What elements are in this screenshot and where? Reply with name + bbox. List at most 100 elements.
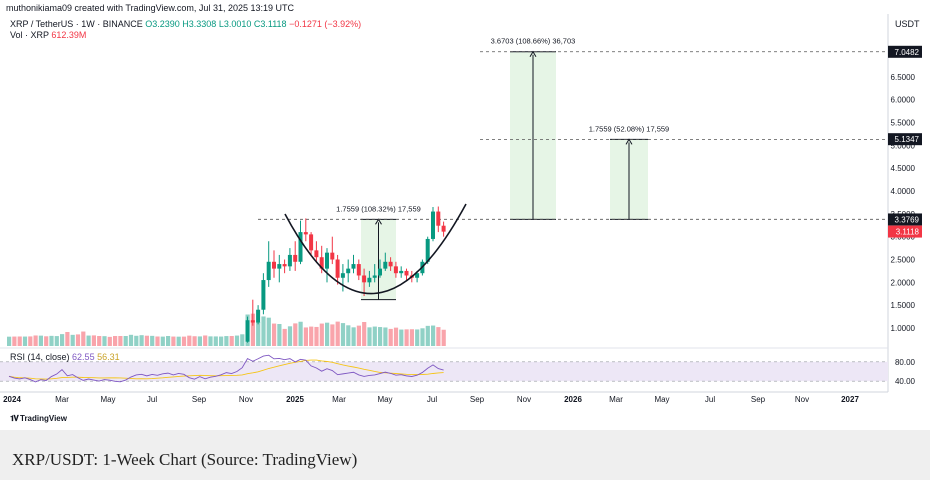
candle-body bbox=[314, 250, 319, 258]
close-value: C3.1118 bbox=[253, 19, 287, 29]
volume-bar bbox=[388, 328, 393, 346]
x-tick-label: Sep bbox=[192, 395, 207, 404]
candle-body bbox=[266, 261, 271, 281]
volume-bar bbox=[219, 336, 224, 346]
candle-body bbox=[293, 254, 298, 262]
volume-bar bbox=[160, 336, 165, 346]
volume-bar bbox=[166, 336, 171, 346]
candle-body bbox=[250, 320, 255, 323]
volume-bar bbox=[49, 335, 54, 346]
volume-bar bbox=[314, 326, 319, 346]
volume-bar bbox=[12, 336, 17, 346]
volume-bar bbox=[436, 327, 441, 346]
volume-bar bbox=[330, 324, 335, 346]
x-tick-label: Mar bbox=[332, 395, 346, 404]
cup-pattern-curve bbox=[284, 203, 467, 295]
volume-bar bbox=[256, 322, 261, 346]
volume-bar bbox=[60, 334, 65, 346]
symbol-text[interactable]: XRP / TetherUS · 1W · BINANCE bbox=[10, 19, 143, 29]
measurement-label: 1.7559 (52.08%) 17,559 bbox=[589, 124, 669, 133]
author-line: muthonikiama09 created with TradingView.… bbox=[6, 3, 294, 13]
volume-bar bbox=[203, 335, 208, 346]
candle-body bbox=[261, 280, 266, 310]
x-tick-label: May bbox=[100, 395, 115, 404]
volume-bar bbox=[118, 336, 123, 346]
volume-bar bbox=[102, 336, 107, 346]
price-chart[interactable]: 1.00001.50002.00002.50003.00003.50004.00… bbox=[0, 0, 930, 430]
y-tick-label: 6.5000 bbox=[891, 73, 916, 82]
volume-bar bbox=[303, 327, 308, 346]
x-tick-label: Sep bbox=[470, 395, 485, 404]
rsi-line bbox=[8, 354, 444, 383]
volume-bar bbox=[208, 336, 213, 346]
volume-bar bbox=[144, 335, 149, 346]
volume-bar bbox=[7, 336, 12, 346]
x-tick-label: 2025 bbox=[286, 395, 304, 404]
volume-bar bbox=[319, 323, 324, 346]
change-value: −0.1271 (−3.92%) bbox=[289, 19, 362, 29]
x-tick-label: May bbox=[377, 395, 392, 404]
tradingview-logo[interactable]: 𝟏𝐕 TradingView bbox=[10, 414, 67, 424]
volume-bar bbox=[234, 335, 240, 346]
x-tick-label: 2027 bbox=[841, 395, 859, 404]
volume-line: Vol · XRP 612.39M bbox=[10, 30, 86, 40]
volume-bar bbox=[17, 336, 22, 346]
candle-body bbox=[298, 232, 303, 262]
x-tick-label: Jul bbox=[427, 395, 437, 404]
volume-bar bbox=[38, 335, 43, 346]
volume-bar bbox=[309, 326, 314, 346]
volume-bar bbox=[250, 313, 255, 346]
volume-bar bbox=[425, 325, 430, 346]
y-tick-label: 6.0000 bbox=[891, 96, 916, 105]
volume-bar bbox=[86, 335, 91, 346]
price-badge bbox=[888, 133, 922, 146]
volume-bar bbox=[81, 331, 86, 346]
x-tick-label: Nov bbox=[795, 395, 809, 404]
volume-bar bbox=[415, 329, 420, 346]
price-badge-label: 7.0482 bbox=[895, 48, 920, 57]
x-tick-label: 2026 bbox=[564, 395, 582, 404]
volume-bar bbox=[113, 336, 118, 346]
caption-bar: XRP/USDT: 1-Week Chart (Source: TradingV… bbox=[0, 430, 930, 480]
volume-bar bbox=[372, 326, 377, 346]
price-badge-label: 3.1118 bbox=[896, 228, 920, 237]
volume-bar bbox=[197, 336, 202, 346]
volume-bar bbox=[240, 334, 245, 346]
x-tick-label: Mar bbox=[609, 395, 623, 404]
volume-bar bbox=[65, 332, 70, 346]
currency-label[interactable]: USDT bbox=[895, 19, 920, 29]
volume-bar bbox=[91, 335, 96, 346]
candle-body bbox=[383, 261, 388, 269]
candle-body bbox=[388, 261, 393, 267]
volume-bar bbox=[22, 336, 28, 346]
candle-body bbox=[415, 273, 420, 278]
chart-area[interactable]: 1.00001.50002.00002.50003.00003.50004.00… bbox=[0, 0, 930, 430]
volume-bar bbox=[393, 327, 399, 346]
volume-bar bbox=[224, 336, 229, 346]
volume-bar bbox=[181, 336, 187, 346]
candle-body bbox=[441, 225, 446, 232]
candle-body bbox=[287, 254, 292, 267]
candle-body bbox=[346, 268, 351, 274]
y-tick-label: 2.0000 bbox=[891, 278, 916, 287]
candle-body bbox=[330, 252, 335, 260]
volume-bar bbox=[293, 323, 298, 346]
high-value: H3.3308 bbox=[182, 19, 217, 29]
candle-body bbox=[393, 266, 398, 274]
rsi-legend: RSI (14, close) 62.55 56.31 bbox=[10, 352, 120, 362]
volume-bar bbox=[340, 323, 346, 346]
volume-bar bbox=[266, 317, 271, 346]
rsi-label: RSI (14, close) bbox=[10, 352, 70, 362]
volume-bar bbox=[277, 324, 282, 346]
volume-bar bbox=[346, 325, 351, 346]
candle-body bbox=[325, 252, 329, 269]
low-value: L3.0010 bbox=[218, 19, 252, 29]
x-tick-label: Jul bbox=[147, 395, 157, 404]
x-tick-label: Sep bbox=[751, 395, 766, 404]
volume-bar bbox=[362, 322, 367, 346]
volume-bar bbox=[420, 328, 425, 346]
x-tick-label: Jul bbox=[705, 395, 715, 404]
volume-bar bbox=[298, 321, 303, 346]
candle-body bbox=[309, 234, 314, 251]
volume-bar bbox=[441, 329, 446, 346]
